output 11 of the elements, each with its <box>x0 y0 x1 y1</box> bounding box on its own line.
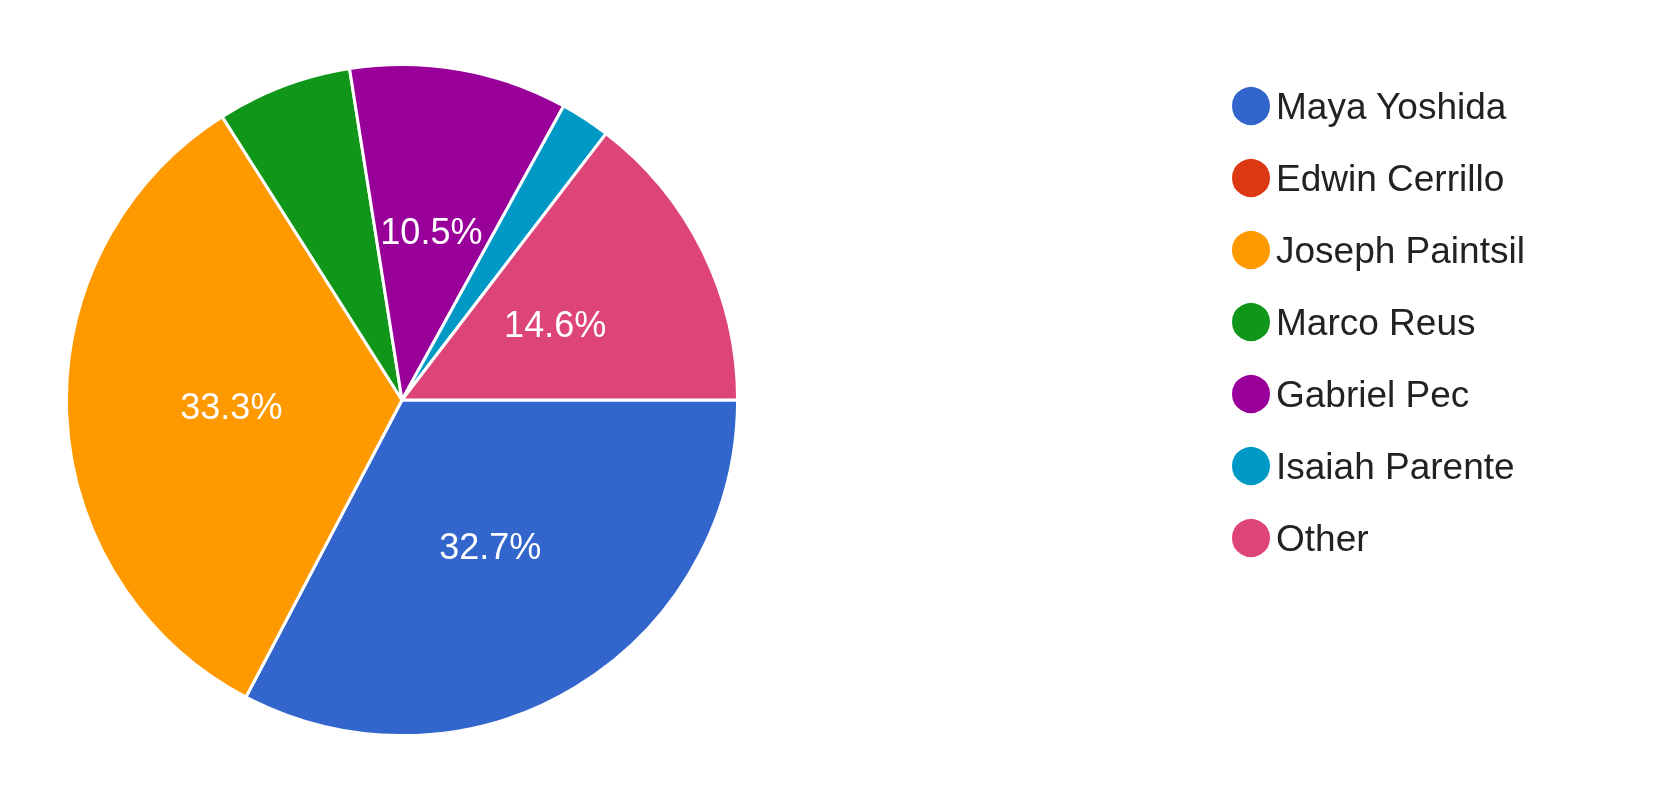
legend-label: Maya Yoshida <box>1276 85 1507 127</box>
data-label: 32.7% <box>439 525 542 567</box>
data-label: 10.5% <box>380 211 483 253</box>
legend-label: Joseph Paintsil <box>1276 229 1525 271</box>
legend-label: Gabriel Pec <box>1276 373 1470 415</box>
legend-label: Other <box>1276 517 1369 559</box>
data-label: 33.3% <box>180 386 283 428</box>
data-label: 14.6% <box>504 303 607 345</box>
legend-label: Isaiah Parente <box>1276 445 1515 487</box>
legend-label: Edwin Cerrillo <box>1276 157 1505 199</box>
legend-label: Marco Reus <box>1276 301 1476 343</box>
